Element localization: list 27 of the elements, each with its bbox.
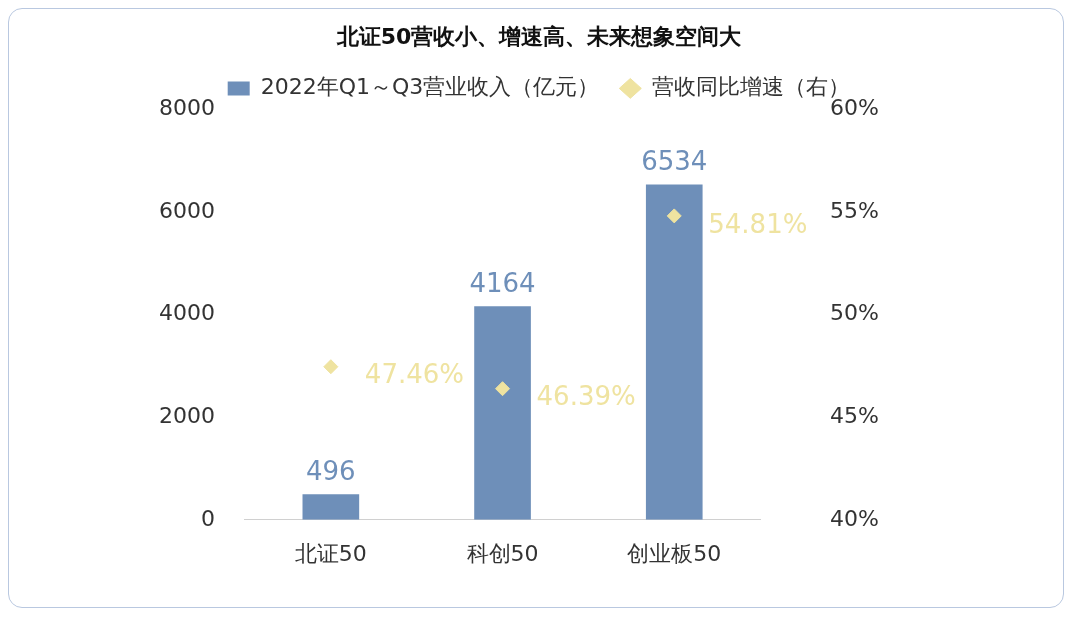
data-label: 4164	[469, 267, 536, 298]
bar	[302, 494, 360, 520]
bar	[645, 184, 703, 520]
y-tick-label: 4000	[158, 300, 215, 326]
y2-tick-label: 40%	[830, 505, 880, 531]
bar	[474, 306, 531, 520]
x-tick-label: 北证50	[294, 540, 367, 566]
point	[495, 381, 511, 397]
point	[323, 359, 339, 375]
y-tick-label: 6000	[158, 197, 215, 223]
x-tick-label: 科创50	[466, 540, 539, 566]
y2-tick-label: 55%	[830, 197, 880, 223]
data-label: 6534	[641, 146, 708, 177]
data-label: 46.39%	[536, 381, 636, 412]
y-tick-label: 0	[200, 505, 215, 531]
legend-label: 营收同比增速（右）	[652, 74, 851, 100]
y-tick-label: 8000	[158, 95, 215, 121]
x-tick-label: 创业板50	[627, 540, 722, 566]
data-label: 496	[306, 456, 356, 487]
y-tick-label: 2000	[158, 402, 215, 428]
y2-tick-label: 45%	[830, 402, 880, 428]
data-label: 47.46%	[364, 359, 464, 390]
chart-title: 北证50营收小、增速高、未来想象空间大	[335, 23, 743, 49]
data-label: 54.81%	[708, 208, 808, 239]
point	[666, 208, 682, 224]
y2-tick-label: 50%	[830, 300, 880, 326]
legend-label: 2022年Q1～Q3营业收入（亿元）	[260, 74, 600, 100]
